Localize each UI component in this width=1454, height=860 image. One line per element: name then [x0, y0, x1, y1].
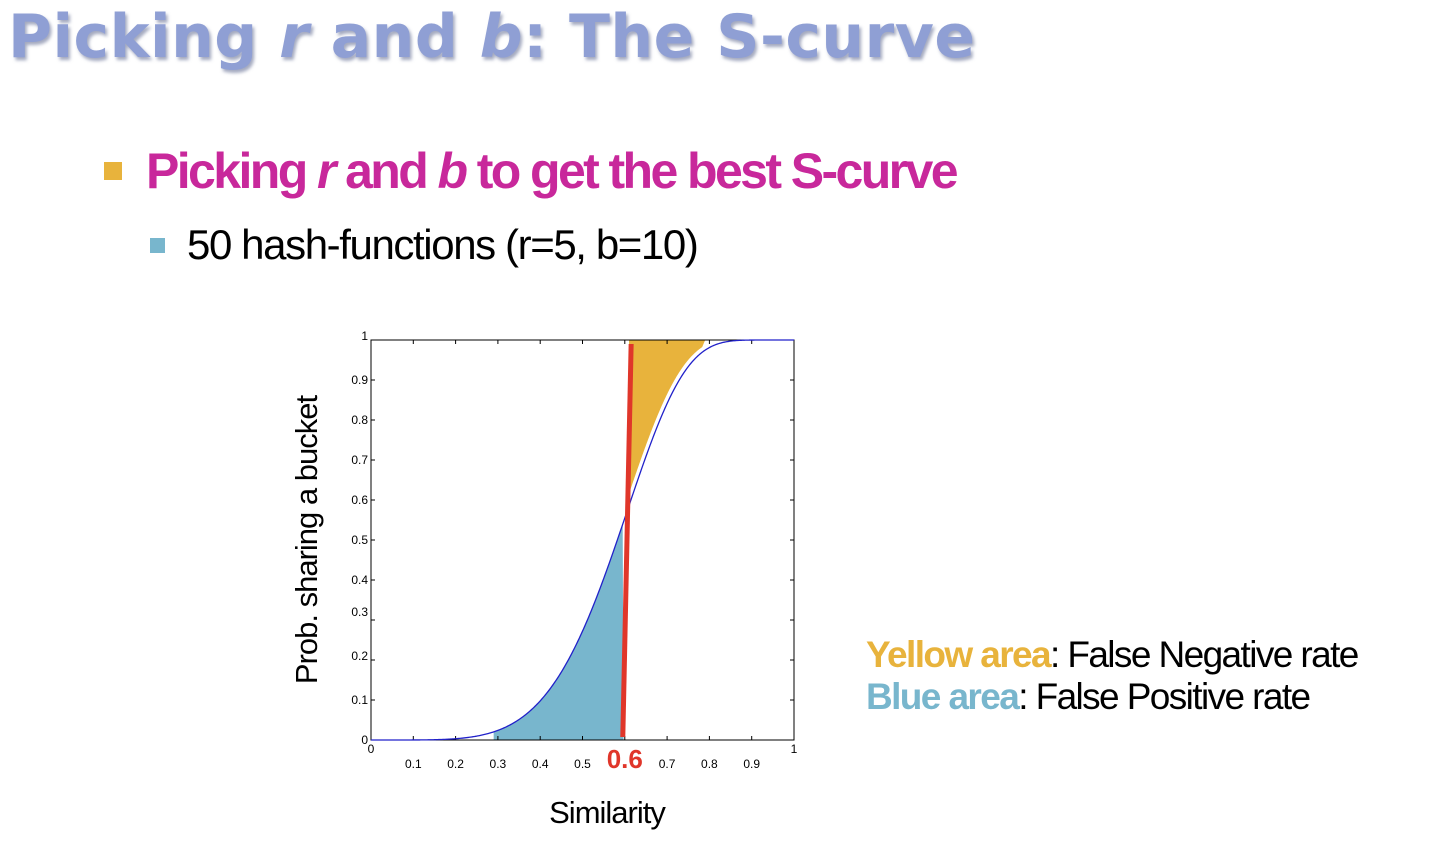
- y-tick-label: 0.8: [351, 413, 368, 427]
- s-curve-line: [371, 339, 794, 741]
- y-tick-label: 0.9: [351, 373, 368, 387]
- y-tick-label: 0.4: [351, 573, 368, 587]
- legend-item-blue: Blue area: False Positive rate: [866, 676, 1358, 718]
- x-axis-title: Similarity: [549, 795, 666, 830]
- legend-text-yellow: : False Negative rate: [1049, 634, 1359, 675]
- bullet-square-icon: [104, 162, 122, 180]
- threshold-line: [620, 343, 634, 738]
- y-axis-title: Prob. sharing a bucket: [289, 395, 324, 685]
- legend-swatch-yellow: Yellow area: [866, 634, 1052, 675]
- y-tick-label: 0.1: [351, 693, 368, 707]
- y-tick-label: 0.7: [351, 453, 368, 467]
- bullet-level2-text: 50 hash-functions (r=5, b=10): [187, 221, 699, 268]
- title-text: Picking: [8, 2, 280, 72]
- title-text-s-curve: : The S-curve: [523, 2, 976, 72]
- x-tick-label: 1: [791, 742, 798, 756]
- legend-text-blue: : False Positive rate: [1018, 676, 1311, 717]
- blue-area-false-positive: [493, 524, 624, 740]
- x-tick-label: 0.1: [405, 757, 422, 771]
- x-tick-label: 0: [368, 742, 375, 756]
- title-var-b: b: [479, 2, 524, 72]
- x-tick-label: 0.3: [490, 757, 507, 771]
- bullet-level2: 50 hash-functions (r=5, b=10): [150, 218, 699, 272]
- yellow-area-false-negative: [626, 340, 706, 501]
- legend: Yellow area: False Negative rate Blue ar…: [866, 634, 1359, 718]
- y-tick-label: 0.6: [351, 493, 368, 507]
- y-tick-label: 0: [361, 733, 368, 747]
- x-tick-label: 0.7: [659, 757, 676, 771]
- x-tick-label: 0.2: [447, 757, 464, 771]
- x-tick-label: 0.8: [701, 757, 718, 771]
- y-tick-label: 0.5: [351, 533, 368, 547]
- x-tick-label: 0.4: [532, 757, 549, 771]
- sub-bullet-square-icon: [150, 237, 165, 253]
- legend-swatch-blue: Blue area: [866, 676, 1020, 717]
- y-tick-label: 0.2: [351, 649, 368, 663]
- x-tick-label: 0.5: [574, 757, 591, 771]
- bullet-level1-text: Picking r and b to get the best S-curve: [146, 143, 959, 199]
- bullet-level1: Picking r and b to get the best S-curve: [104, 140, 959, 202]
- y-tick-label: 1: [361, 329, 368, 343]
- x-tick-label: 0.9: [743, 757, 760, 771]
- title-text-and: and: [309, 2, 480, 72]
- x-tick-label-threshold: 0.6: [607, 744, 643, 774]
- y-tick-label: 0.3: [351, 605, 368, 619]
- title-var-r: r: [279, 2, 310, 72]
- legend-item-yellow: Yellow area: False Negative rate: [866, 634, 1359, 676]
- slide-title: Picking r and b: The S-curve: [8, 2, 976, 72]
